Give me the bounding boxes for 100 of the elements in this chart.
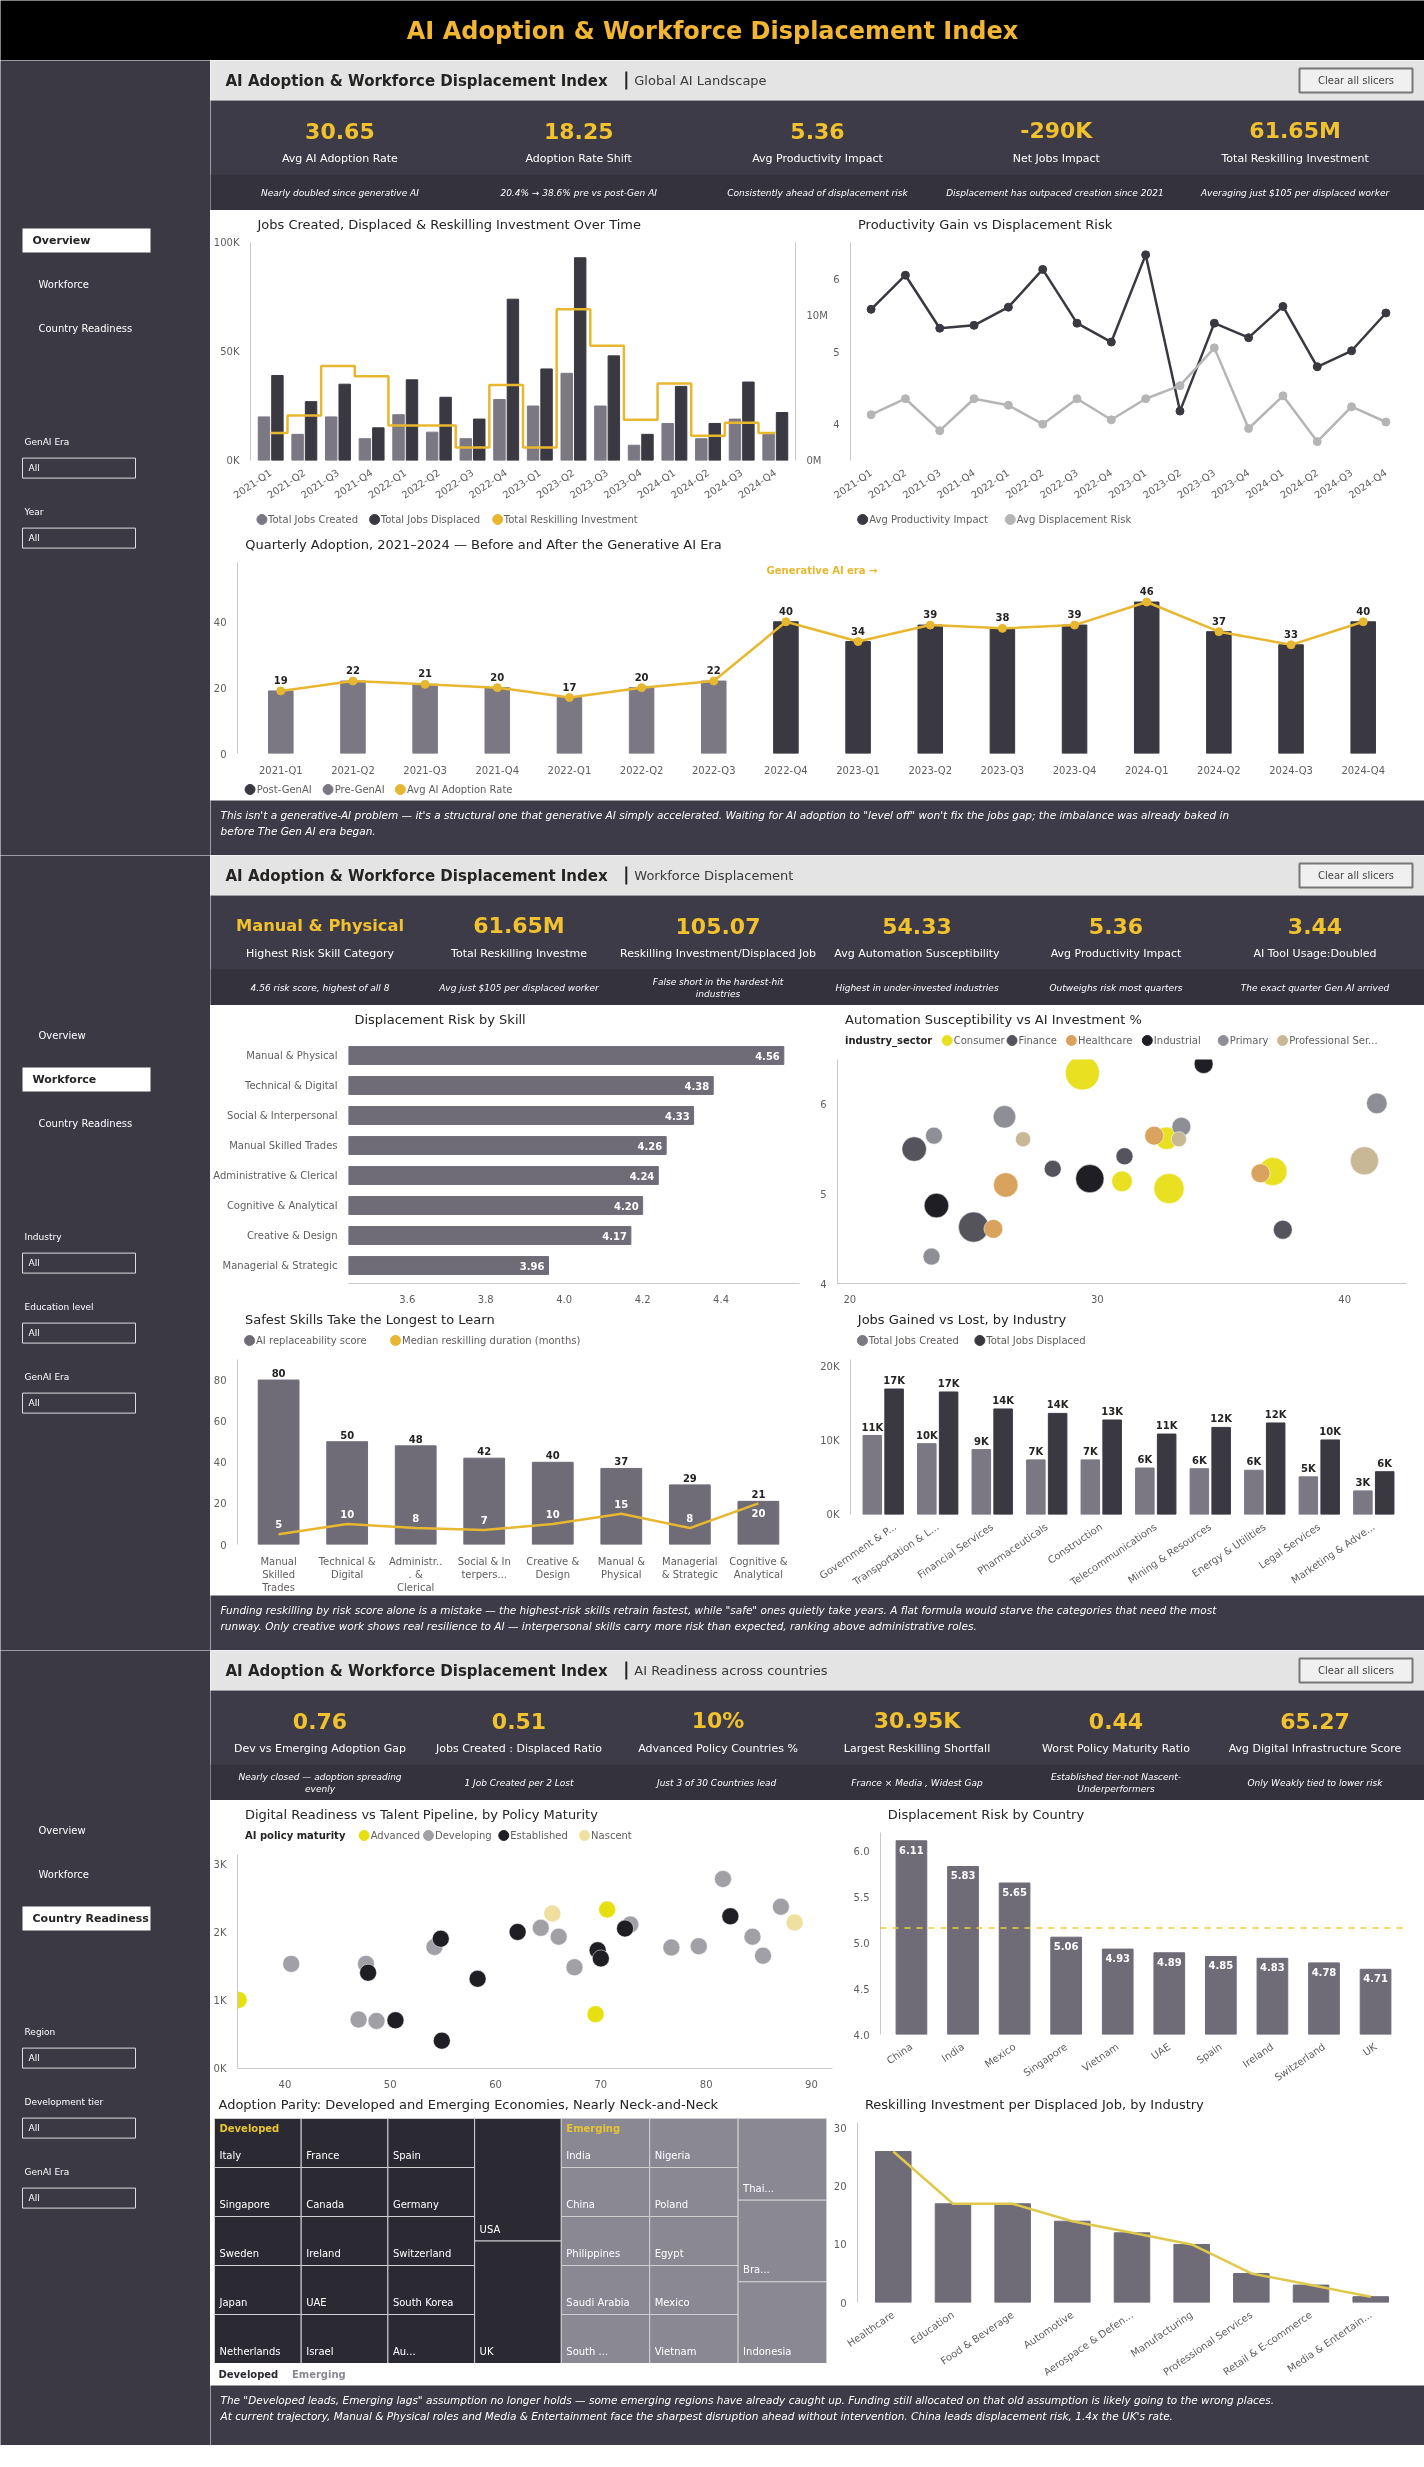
point	[1278, 301, 1288, 311]
category-label: Avg Productivity Impact	[1050, 947, 1182, 960]
category-label: Workforce	[38, 279, 90, 290]
x-tick-label: UAE	[1149, 2040, 1173, 2062]
data-label: 6K	[1192, 1454, 1208, 1466]
data-label: 17	[562, 681, 577, 693]
text: False short in the hardest-hit industries	[652, 976, 784, 999]
bar	[862, 1435, 883, 1515]
chart-title: Safest Skills Take the Longest to Learn	[244, 1312, 495, 1327]
bar	[695, 438, 708, 461]
data-label: 33	[1284, 628, 1299, 640]
legend-label: Finance	[1018, 1035, 1057, 1046]
text: 20.4% → 38.6% pre vs post-Gen AI	[500, 187, 658, 198]
category-label: Saudi Arabia	[566, 2297, 630, 2308]
line-series	[892, 2150, 1372, 2298]
data-label: 4.85	[1208, 1960, 1234, 1972]
y-tick-label: 50K	[220, 346, 240, 357]
text: 3.44	[1287, 913, 1343, 939]
bar	[358, 438, 372, 461]
chart-title: Displacement Risk by Country	[887, 1807, 1085, 1822]
point	[785, 1913, 804, 1932]
data-label: 21	[751, 1489, 766, 1501]
data-label: 14K	[1046, 1399, 1070, 1411]
category-label: Canada	[306, 2199, 345, 2210]
bar	[392, 414, 405, 461]
bar	[607, 355, 621, 461]
bar	[271, 374, 284, 461]
text: 1 Job Created per 2 Lost	[464, 1777, 575, 1788]
legend-label: Consumer	[953, 1035, 1006, 1046]
bar	[1350, 621, 1376, 754]
category-label: Avg Automation Susceptibility	[834, 947, 1001, 960]
bar	[573, 257, 587, 461]
bar	[257, 1379, 300, 1545]
chart-title: Jobs Created, Displaced & Reskilling Investment Over Time	[256, 217, 642, 232]
text: Adoption Parity: Developed and Emerging Economies, Nearly Neck-and-Neck	[218, 2097, 719, 2112]
category-label: Netherlands	[219, 2346, 281, 2357]
y-tick-label: 0K	[226, 455, 240, 466]
category-label: AI Tool Usage:Doubled	[1253, 947, 1377, 960]
data-label: 8	[686, 1513, 694, 1525]
y-tick-label: 30	[833, 2123, 847, 2135]
category-label: South ...	[566, 2346, 609, 2357]
bar	[773, 621, 799, 754]
data-label: 13K	[1101, 1406, 1125, 1418]
text: AI Adoption & Workforce Displacement Index	[225, 866, 608, 885]
x-tick-label: 70	[594, 2078, 608, 2090]
category-label: Country Readiness	[38, 1118, 133, 1129]
bar	[993, 1408, 1013, 1515]
point	[282, 1955, 300, 1973]
x-tick-label: 3.6	[399, 1293, 416, 1305]
data-label: 4.33	[664, 1110, 690, 1122]
text: Emerging	[291, 2369, 346, 2380]
category-label: Workforce	[32, 1073, 97, 1086]
text: Development tier	[24, 2097, 104, 2108]
x-tick-label: UK	[1361, 2040, 1380, 2058]
data-label: 6K	[1377, 1457, 1394, 1469]
text: Consistently ahead of displacement risk	[727, 187, 909, 198]
data-label: 20	[634, 671, 649, 683]
text: The "Developed leads, Emerging lags" assumption no longer holds — some emerging regions have already caught up. Funding still allocated on that old assumption is likely going to the wrong places. At current trajectory, Manual & Physical roles and Media & Entertainment face the sharpest disruption ahead without intervention. China leads displacement risk, 1.4x the UK's rate.	[219, 2393, 1275, 2422]
category-label: Mexico	[654, 2297, 690, 2308]
text: 10%	[691, 1708, 745, 1733]
chart-title: Quarterly Adoption, 2021–2024 — Before and After the Generative AI Era	[245, 537, 722, 552]
text: Workforce Displacement	[634, 868, 794, 883]
point	[1106, 415, 1116, 425]
text: 5.36	[790, 118, 845, 144]
point	[564, 693, 574, 703]
data-label: 40	[1356, 605, 1371, 617]
y-tick-label: 5.5	[853, 1891, 870, 1903]
text: Avg just $105 per displaced worker	[438, 982, 601, 993]
bar	[1026, 1459, 1046, 1515]
category-label: Ireland	[306, 2248, 341, 2259]
point	[1358, 617, 1368, 627]
data-label: 4.78	[1311, 1966, 1337, 1978]
x-tick-label: 2024-Q2	[1197, 764, 1241, 776]
bar	[1102, 1419, 1122, 1515]
text: -290K	[1020, 118, 1093, 143]
y-tick-label: Administrative & Clerical	[213, 1170, 338, 1181]
x-tick-label: 2022-Q3	[691, 764, 736, 776]
legend-label: Avg Displacement Risk	[1016, 514, 1132, 525]
bar	[594, 405, 607, 461]
point	[900, 270, 910, 280]
category-label: Sweden	[219, 2248, 260, 2259]
point	[1347, 346, 1357, 356]
x-tick-label: Managerial & Strategic	[661, 1555, 718, 1580]
data-label: 22	[706, 665, 721, 677]
category-label: USA	[479, 2223, 501, 2235]
y-tick-label: Social & Interpersonal	[227, 1110, 338, 1121]
text: France × Media , Widest Gap	[851, 1777, 983, 1788]
category-label: UAE	[306, 2297, 327, 2308]
legend-label: Total Reskilling Investment	[502, 514, 638, 525]
y-tick-label: 5	[833, 346, 840, 358]
category-label: Overview	[38, 1825, 86, 1836]
y-tick-label: 80	[213, 1375, 227, 1387]
bar	[304, 401, 318, 461]
data-label: 19	[273, 674, 288, 686]
bar	[1113, 2232, 1151, 2303]
x-tick-label: Creative & Design	[526, 1555, 580, 1580]
point	[866, 410, 876, 420]
bar	[989, 627, 1016, 754]
y-tick-label: Manual & Physical	[246, 1050, 338, 1061]
category-label: Workforce	[38, 1869, 90, 1880]
